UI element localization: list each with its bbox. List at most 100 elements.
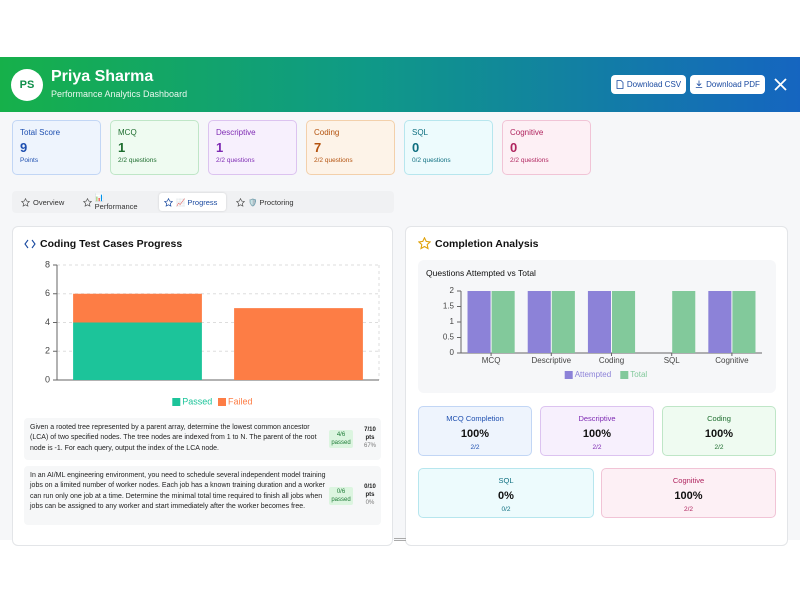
legend-label: Passed bbox=[182, 396, 212, 406]
percent: 0% bbox=[365, 499, 375, 506]
points-value: 7/10 bbox=[364, 427, 376, 433]
y-tick-label: 0 bbox=[450, 348, 455, 357]
stat-value: 7 bbox=[314, 140, 322, 155]
completion-value: 100% bbox=[674, 490, 703, 502]
completion-sub: 2/2 bbox=[714, 444, 724, 451]
legend-swatch bbox=[218, 398, 226, 406]
completion-label: Descriptive bbox=[578, 414, 616, 423]
file-icon bbox=[616, 80, 624, 89]
stat-sub: 2/2 questions bbox=[118, 157, 157, 164]
stat-value: 1 bbox=[216, 140, 224, 155]
download-csv-button[interactable]: Download CSV bbox=[611, 75, 686, 94]
bar bbox=[551, 291, 575, 353]
passed-word: passed bbox=[331, 440, 351, 446]
completion-value: 100% bbox=[582, 428, 612, 440]
stat-card: Total Score 9 Points bbox=[12, 120, 101, 175]
y-tick-label: 4 bbox=[45, 317, 50, 327]
stat-sub: 2/2 questions bbox=[510, 157, 549, 164]
completion-label: Coding bbox=[707, 414, 731, 423]
question-text: In an AI/ML engineering environment, you… bbox=[30, 472, 326, 510]
close-button[interactable] bbox=[774, 78, 787, 91]
passed-count: 0/6 bbox=[336, 488, 346, 495]
y-tick-label: 8 bbox=[45, 259, 50, 269]
points-word: pts bbox=[365, 491, 375, 498]
stat-value: 9 bbox=[20, 140, 28, 155]
bar bbox=[732, 291, 756, 353]
tab-icon bbox=[21, 197, 30, 207]
resize-handle[interactable] bbox=[394, 538, 406, 541]
tab-icon bbox=[164, 197, 173, 207]
points: 7/10 pts 67% bbox=[360, 426, 380, 450]
y-tick-label: 1.5 bbox=[443, 302, 455, 311]
legend-swatch bbox=[564, 371, 573, 379]
stat-label: SQL bbox=[412, 128, 429, 137]
legend-label: Total bbox=[630, 370, 647, 379]
question-text: Given a rooted tree represented by a par… bbox=[30, 424, 317, 452]
bar-segment bbox=[73, 293, 202, 323]
tab[interactable]: 🛡️ Proctoring bbox=[231, 193, 301, 211]
stat-sub: 0/2 questions bbox=[412, 157, 451, 164]
legend-label: Attempted bbox=[575, 370, 611, 379]
stat-sub: 2/2 questions bbox=[216, 157, 255, 164]
passed-badge: 0/6 passed bbox=[329, 486, 353, 505]
bar-segment bbox=[234, 308, 363, 380]
completion-value: 0% bbox=[498, 490, 514, 502]
percent: 67% bbox=[363, 443, 376, 449]
completion-sub: 2/2 bbox=[470, 444, 480, 451]
points-word: pts bbox=[365, 435, 375, 441]
completion-label: Cognitive bbox=[672, 476, 705, 485]
avatar: PS bbox=[11, 69, 43, 101]
tab-label: 📊 Performance bbox=[94, 193, 138, 211]
download-pdf-button[interactable]: Download PDF bbox=[690, 75, 765, 94]
bar bbox=[612, 291, 636, 353]
passed-count: 4/6 bbox=[336, 432, 346, 438]
bar bbox=[672, 291, 696, 353]
stat-card: Descriptive 1 2/2 questions bbox=[208, 120, 297, 175]
bar bbox=[491, 291, 515, 353]
y-tick-label: 2 bbox=[450, 286, 455, 295]
tab-icon bbox=[83, 197, 92, 207]
completion-sub: 0/2 bbox=[501, 506, 511, 513]
tab-icon bbox=[236, 197, 245, 207]
completion-sub: 2/2 bbox=[592, 444, 602, 451]
tab[interactable]: 📊 Performance bbox=[78, 193, 152, 211]
download-icon bbox=[695, 80, 703, 88]
completion-card: MCQ Completion 100% 2/2 bbox=[418, 406, 532, 456]
panel-title: Coding Test Cases Progress bbox=[40, 238, 183, 250]
tab[interactable]: 📈 Progress bbox=[159, 193, 226, 211]
stat-card: MCQ 1 2/2 questions bbox=[110, 120, 199, 175]
chart: 0 0.5 1 1.5 2 MCQ Descriptive Coding SQL Cognitiv… bbox=[443, 286, 762, 379]
subtitle: Performance Analytics Dashboard bbox=[51, 89, 188, 99]
passed-word: passed bbox=[331, 496, 351, 503]
completion-value: 100% bbox=[704, 428, 734, 440]
stat-label: Cognitive bbox=[510, 128, 544, 137]
tab-label: 📈 Progress bbox=[176, 197, 218, 207]
question-item: In an AI/ML engineering environment, you… bbox=[24, 466, 381, 525]
bar bbox=[467, 291, 491, 353]
legend-label: Failed bbox=[228, 396, 253, 406]
stat-sub: Points bbox=[20, 157, 39, 164]
stat-sub: 2/2 questions bbox=[314, 157, 353, 164]
bar bbox=[587, 291, 611, 353]
question-item: Given a rooted tree represented by a par… bbox=[24, 418, 381, 460]
bar bbox=[527, 291, 551, 353]
stat-card: Cognitive 0 2/2 questions bbox=[502, 120, 591, 175]
points: 0/10 pts 0% bbox=[360, 483, 380, 507]
stat-label: Coding bbox=[314, 128, 340, 137]
stat-card: SQL 0 0/2 questions bbox=[404, 120, 493, 175]
bar-segment bbox=[73, 322, 202, 380]
stat-value: 0 bbox=[510, 140, 518, 155]
code-icon bbox=[24, 239, 36, 249]
user-name: Priya Sharma bbox=[51, 68, 154, 85]
passed-badge: 4/6 passed bbox=[329, 430, 353, 448]
bar bbox=[708, 291, 732, 353]
chart-title: Questions Attempted vs Total bbox=[426, 268, 536, 278]
stat-label: Total Score bbox=[20, 128, 61, 137]
x-tick-label: Cognitive bbox=[715, 356, 749, 365]
y-tick-label: 0 bbox=[45, 374, 50, 384]
stat-card: Coding 7 2/2 questions bbox=[306, 120, 395, 175]
legend-swatch bbox=[620, 371, 629, 379]
tab[interactable]: Overview bbox=[16, 193, 70, 211]
